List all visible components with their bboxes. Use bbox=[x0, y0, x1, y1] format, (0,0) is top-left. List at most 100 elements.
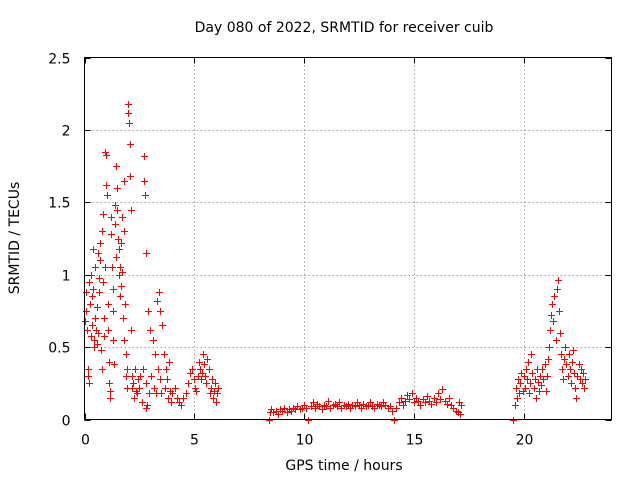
data-point bbox=[325, 398, 332, 405]
data-points bbox=[82, 101, 589, 424]
data-point bbox=[545, 356, 552, 363]
data-point bbox=[114, 207, 121, 214]
data-point bbox=[97, 257, 104, 264]
y-tick-label: 1 bbox=[62, 269, 71, 285]
data-point bbox=[202, 373, 209, 380]
data-point bbox=[143, 405, 150, 412]
data-point bbox=[113, 163, 120, 170]
data-point bbox=[161, 351, 168, 358]
data-point bbox=[389, 408, 396, 415]
data-point bbox=[103, 152, 110, 159]
data-point bbox=[523, 366, 530, 373]
data-point bbox=[88, 333, 95, 340]
data-point bbox=[131, 395, 138, 402]
data-point bbox=[92, 264, 99, 271]
data-point bbox=[409, 390, 416, 397]
data-point bbox=[210, 395, 217, 402]
data-point bbox=[446, 395, 453, 402]
data-point bbox=[107, 388, 114, 395]
data-point bbox=[145, 308, 152, 315]
data-point bbox=[562, 344, 569, 351]
data-point bbox=[580, 370, 587, 377]
data-point bbox=[166, 359, 173, 366]
data-point bbox=[127, 141, 134, 148]
data-point bbox=[82, 318, 89, 325]
data-point bbox=[404, 392, 411, 399]
data-point bbox=[197, 366, 204, 373]
data-point bbox=[100, 211, 107, 218]
data-point bbox=[106, 380, 113, 387]
data-point bbox=[201, 361, 208, 368]
x-tick-label: 10 bbox=[296, 433, 314, 449]
y-axis-label: SRMTID / TECUs bbox=[7, 182, 23, 295]
data-point bbox=[582, 376, 589, 383]
data-point bbox=[143, 250, 150, 257]
data-point bbox=[155, 366, 162, 373]
data-point bbox=[428, 401, 435, 408]
data-point bbox=[102, 149, 109, 156]
data-point bbox=[349, 402, 356, 409]
data-point bbox=[94, 304, 101, 311]
chart-title: Day 080 of 2022, SRMTID for receiver cui… bbox=[195, 20, 494, 36]
data-point bbox=[141, 178, 148, 185]
data-point bbox=[168, 399, 175, 406]
data-point bbox=[109, 264, 116, 271]
data-point bbox=[191, 376, 198, 383]
data-point bbox=[553, 337, 560, 344]
data-point bbox=[556, 308, 563, 315]
data-point bbox=[573, 395, 580, 402]
data-point bbox=[200, 351, 207, 358]
data-point bbox=[96, 275, 103, 282]
data-point bbox=[212, 380, 219, 387]
data-point bbox=[123, 373, 130, 380]
data-point bbox=[312, 405, 319, 412]
data-point bbox=[540, 376, 547, 383]
data-point bbox=[433, 399, 440, 406]
data-point bbox=[110, 308, 117, 315]
data-point bbox=[531, 385, 538, 392]
data-point bbox=[550, 318, 557, 325]
data-point bbox=[126, 120, 133, 127]
data-point bbox=[214, 390, 221, 397]
data-point bbox=[192, 385, 199, 392]
data-point bbox=[546, 344, 553, 351]
data-point bbox=[110, 337, 117, 344]
data-point bbox=[415, 398, 422, 405]
data-point bbox=[189, 366, 196, 373]
grid bbox=[84, 57, 612, 420]
data-point bbox=[164, 376, 171, 383]
data-point bbox=[371, 405, 378, 412]
data-point bbox=[185, 380, 192, 387]
data-point bbox=[120, 315, 127, 322]
data-point bbox=[85, 373, 92, 380]
data-point bbox=[209, 376, 216, 383]
data-point bbox=[84, 327, 91, 334]
data-point bbox=[158, 390, 165, 397]
data-point bbox=[576, 361, 583, 368]
data-point bbox=[110, 286, 117, 293]
data-point bbox=[560, 376, 567, 383]
data-point bbox=[396, 399, 403, 406]
data-point bbox=[323, 403, 330, 410]
data-point bbox=[142, 192, 149, 199]
data-point bbox=[199, 370, 206, 377]
data-point bbox=[574, 373, 581, 380]
data-point bbox=[112, 221, 119, 228]
data-point bbox=[165, 395, 172, 402]
data-point bbox=[529, 370, 536, 377]
data-point bbox=[95, 330, 102, 337]
data-point bbox=[105, 301, 112, 308]
x-axis-label: GPS time / hours bbox=[285, 458, 402, 474]
data-point bbox=[391, 417, 398, 424]
x-tick-label: 5 bbox=[190, 433, 199, 449]
data-point bbox=[533, 395, 540, 402]
data-point bbox=[104, 192, 111, 199]
data-point bbox=[162, 385, 169, 392]
data-point bbox=[572, 385, 579, 392]
data-point bbox=[129, 373, 136, 380]
data-point bbox=[152, 351, 159, 358]
data-point bbox=[95, 250, 102, 257]
data-point bbox=[183, 390, 190, 397]
data-point bbox=[156, 289, 163, 296]
